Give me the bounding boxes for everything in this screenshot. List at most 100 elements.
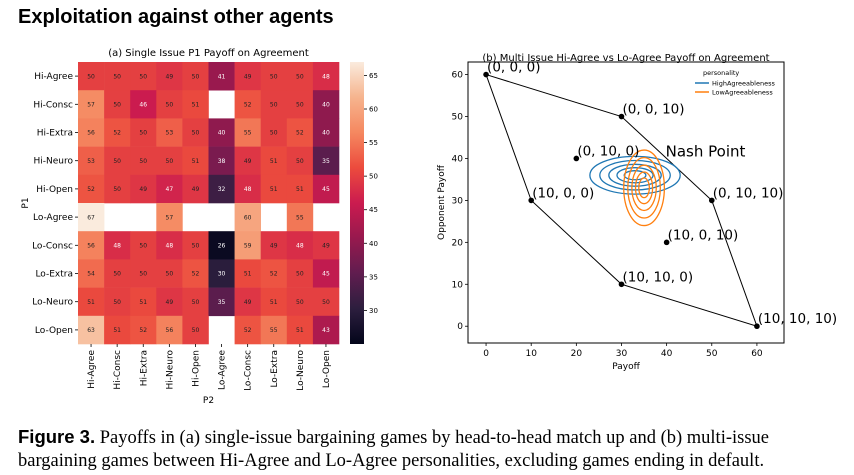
heatmap-cell (286, 146, 314, 176)
heatmap-cell (286, 62, 314, 91)
heatmap-row-label: Hi-Open (36, 185, 73, 195)
heatmap-cell-label: 40 (322, 102, 330, 109)
heatmap-cell (286, 90, 314, 119)
heatmap-cell (234, 90, 261, 119)
heatmap-cell (156, 315, 183, 345)
heatmap-col-label: Lo-Agree (218, 350, 228, 390)
heatmap-cell (104, 146, 131, 176)
heatmap-cell (78, 315, 105, 345)
heatmap-cell-label: 50 (296, 158, 304, 165)
y-tick-label: 10 (452, 280, 464, 290)
heatmap-cell (182, 231, 209, 260)
heatmap-cell-label: 51 (270, 158, 278, 165)
heatmap-cell (182, 118, 209, 147)
heatmap-cell-label: 50 (139, 158, 147, 165)
heatmap-col-label: Hi-Extra (139, 350, 149, 386)
heatmap-cell (182, 315, 209, 345)
heatmap-cell-label: 50 (296, 73, 304, 80)
outcome-point (663, 239, 670, 246)
heatmap-cell (208, 287, 235, 317)
colorbar-tick-label: 50 (369, 173, 378, 181)
y-tick-label: 50 (452, 113, 464, 123)
heatmap-cell (260, 259, 288, 288)
heatmap-cell (78, 203, 105, 232)
heatmap-cell (234, 118, 261, 147)
heatmap-cell (78, 174, 105, 204)
heatmap-cell-label: 50 (322, 299, 330, 306)
heatmap-cell-label: 50 (192, 299, 200, 306)
scatter-chart: (b) Multi Issue Hi-Agree vs Lo-Agree Pay… (437, 53, 837, 372)
heatmap-cell-label: 56 (87, 130, 95, 137)
heatmap-cell (286, 315, 314, 345)
heatmap-cell-label: 50 (139, 243, 147, 250)
heatmap-cell (286, 203, 314, 232)
heatmap-cell-label: 49 (192, 186, 200, 193)
legend-title: personality (703, 69, 739, 77)
heatmap-cell-label: 50 (113, 102, 121, 109)
caption-label: Figure 3. (18, 426, 96, 447)
colorbar-tick-label: 55 (369, 139, 378, 147)
heatmap-cell (104, 174, 131, 204)
heatmap-cell-label: 60 (244, 214, 252, 221)
figure-canvas: (a) Single Issue P1 Payoff on Agreement 5… (21, 48, 837, 406)
heatmap-cell (104, 62, 131, 91)
heatmap-cell-label: 52 (244, 102, 252, 109)
heatmap-cell-label: 50 (270, 73, 278, 80)
heatmap-cell (156, 90, 183, 119)
heatmap-cell-label: 49 (270, 243, 278, 250)
y-tick-label: 0 (457, 322, 463, 332)
scatter-title: (b) Multi Issue Hi-Agree vs Lo-Agree Pay… (482, 53, 769, 64)
heatmap-cell-label: 49 (244, 73, 252, 80)
x-tick-label: 50 (706, 349, 718, 359)
colorbar-tick-label: 30 (369, 307, 378, 315)
heatmap-cell (130, 174, 157, 204)
heatmap-cell-label: 40 (218, 130, 226, 137)
x-tick-label: 40 (661, 349, 673, 359)
colorbar-tick-label: 40 (369, 240, 378, 248)
heatmap-cell-label: 51 (270, 299, 278, 306)
heatmap-cell-label: 50 (296, 299, 304, 306)
density-contour (589, 155, 681, 195)
heatmap-cell-label: 49 (322, 243, 330, 250)
density-contour (616, 167, 654, 184)
heatmap-ylabel: P1 (21, 197, 31, 208)
heatmap-cell (260, 174, 288, 204)
outcome-label: (0, 10, 0) (577, 143, 639, 159)
density-contour (623, 149, 666, 227)
heatmap-cell (234, 203, 261, 232)
heatmap-col-label: Hi-Agree (87, 350, 97, 389)
scatter-xlabel: Payoff (612, 362, 640, 372)
heatmap-cell-label: 51 (244, 271, 252, 278)
heatmap-cell (156, 62, 183, 91)
heatmap-cell (208, 259, 235, 288)
heatmap-cell (312, 174, 340, 204)
heatmap-cell (312, 287, 340, 317)
y-tick-label: 20 (452, 238, 464, 248)
heatmap-cell (286, 287, 314, 317)
heatmap-cell-label: 49 (166, 73, 174, 80)
heatmap-cell-label: 52 (296, 130, 304, 137)
heatmap-cell (130, 231, 157, 260)
heatmap-cell (104, 231, 131, 260)
heatmap-xlabel: P2 (203, 396, 214, 406)
heatmap-cell-label: 50 (192, 327, 200, 334)
heatmap-cell (260, 90, 288, 119)
caption-text: Payoffs in (a) single-issue bargaining g… (18, 428, 769, 471)
heatmap-cell (234, 146, 261, 176)
heatmap-cell (182, 62, 209, 91)
heatmap-title: (a) Single Issue P1 Payoff on Agreement (108, 48, 309, 59)
heatmap-cell-label: 50 (113, 186, 121, 193)
heatmap-row-label: Lo-Open (35, 326, 73, 336)
heatmap-cell-label: 50 (192, 73, 200, 80)
heatmap-cell-label: 48 (166, 243, 174, 250)
heatmap-cell-label: 63 (87, 327, 95, 334)
heatmap-cell (312, 62, 340, 91)
heatmap-cell-label: 50 (113, 73, 121, 80)
heatmap-cell (78, 231, 105, 260)
heatmap-cell (234, 62, 261, 91)
heatmap-row-label: Hi-Agree (34, 72, 73, 82)
heatmap-cell (312, 259, 340, 288)
heatmap-cell (208, 62, 235, 91)
heatmap-row-label: Lo-Extra (35, 270, 73, 280)
heatmap-cell-label: 57 (166, 214, 174, 221)
